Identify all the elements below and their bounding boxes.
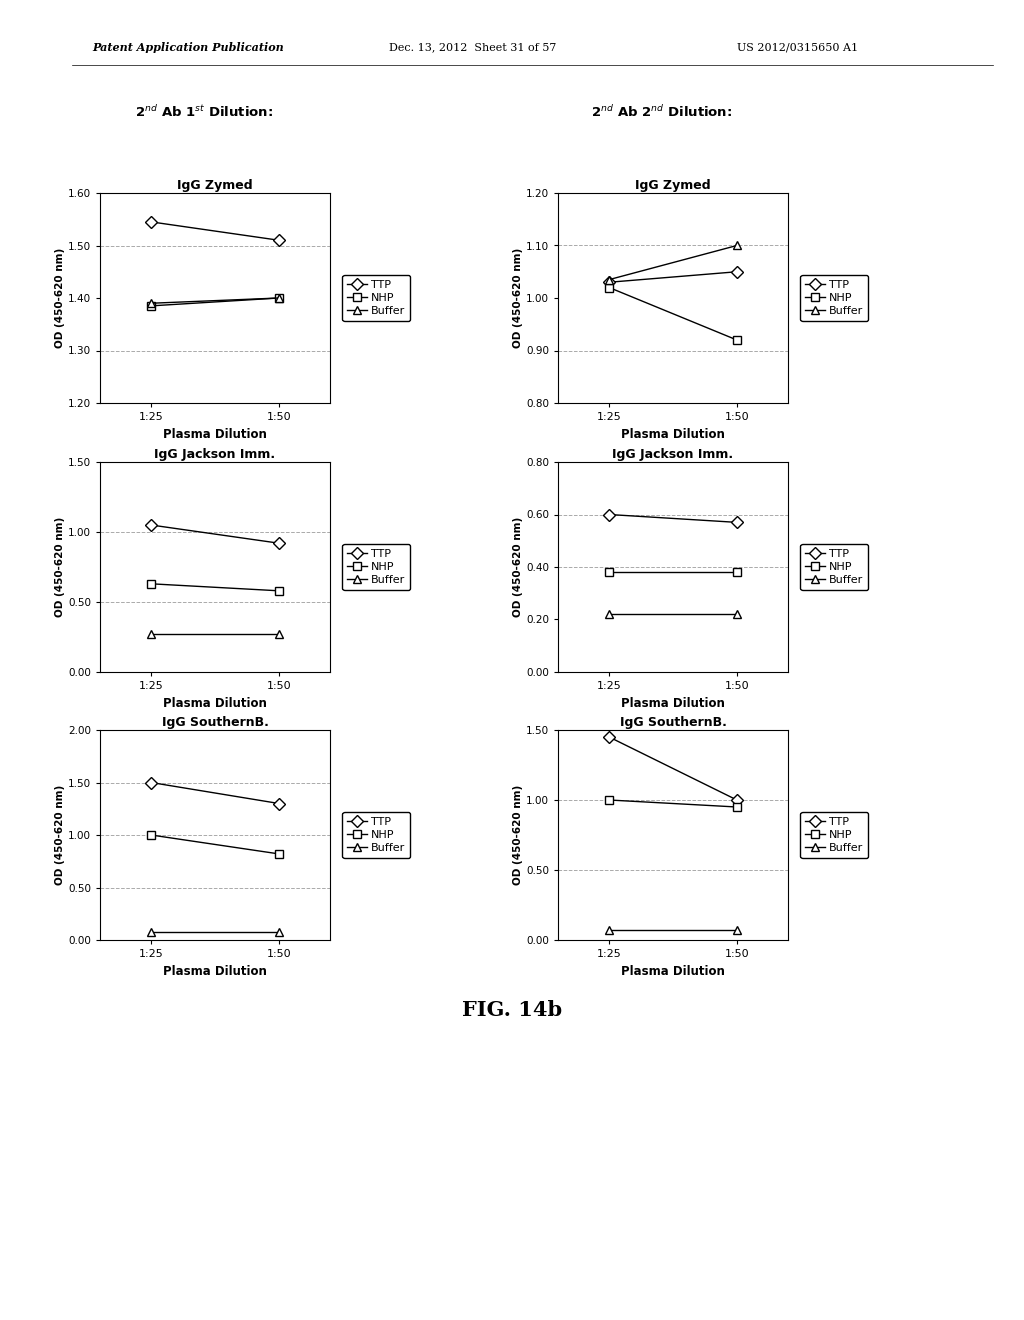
Buffer	[145, 924, 158, 940]
NHP	[145, 298, 158, 314]
Y-axis label: OD (450-620 nm): OD (450-620 nm)	[55, 517, 66, 618]
NHP	[272, 583, 285, 599]
Legend: TTP, NHP, Buffer: TTP, NHP, Buffer	[801, 812, 868, 858]
Line: TTP: TTP	[147, 779, 283, 808]
NHP	[603, 280, 615, 296]
X-axis label: Plasma Dilution: Plasma Dilution	[163, 428, 267, 441]
Line: NHP: NHP	[605, 568, 741, 577]
Legend: TTP, NHP, Buffer: TTP, NHP, Buffer	[342, 544, 410, 590]
Text: Dec. 13, 2012  Sheet 31 of 57: Dec. 13, 2012 Sheet 31 of 57	[389, 42, 556, 51]
Line: TTP: TTP	[147, 218, 283, 244]
TTP	[145, 517, 158, 533]
NHP	[603, 565, 615, 581]
Buffer	[731, 923, 743, 939]
Title: IgG Zymed: IgG Zymed	[635, 178, 711, 191]
TTP	[603, 729, 615, 744]
TTP	[145, 214, 158, 230]
Y-axis label: OD (450-620 nm): OD (450-620 nm)	[55, 785, 66, 886]
NHP	[731, 333, 743, 348]
Buffer	[731, 238, 743, 253]
Buffer	[272, 924, 285, 940]
Buffer	[272, 626, 285, 642]
NHP	[731, 799, 743, 814]
X-axis label: Plasma Dilution: Plasma Dilution	[163, 965, 267, 978]
Line: Buffer: Buffer	[605, 610, 741, 618]
TTP	[603, 507, 615, 523]
Buffer	[603, 923, 615, 939]
NHP	[731, 565, 743, 581]
Title: IgG SouthernB.: IgG SouthernB.	[620, 715, 726, 729]
Buffer	[145, 626, 158, 642]
Legend: TTP, NHP, Buffer: TTP, NHP, Buffer	[342, 276, 410, 321]
Title: IgG SouthernB.: IgG SouthernB.	[162, 715, 268, 729]
X-axis label: Plasma Dilution: Plasma Dilution	[622, 965, 725, 978]
Legend: TTP, NHP, Buffer: TTP, NHP, Buffer	[801, 544, 868, 590]
Line: TTP: TTP	[605, 511, 741, 527]
Y-axis label: OD (450-620 nm): OD (450-620 nm)	[513, 517, 523, 618]
NHP	[145, 828, 158, 843]
Buffer	[272, 290, 285, 306]
X-axis label: Plasma Dilution: Plasma Dilution	[163, 697, 267, 710]
TTP	[731, 515, 743, 531]
TTP	[731, 264, 743, 280]
TTP	[731, 792, 743, 808]
NHP	[272, 846, 285, 862]
Line: NHP: NHP	[605, 284, 741, 345]
Text: FIG. 14b: FIG. 14b	[462, 1001, 562, 1020]
TTP	[272, 796, 285, 812]
X-axis label: Plasma Dilution: Plasma Dilution	[622, 697, 725, 710]
Text: 2$^{nd}$ Ab 1$^{st}$ Dilution:: 2$^{nd}$ Ab 1$^{st}$ Dilution:	[134, 104, 272, 120]
Line: TTP: TTP	[605, 268, 741, 286]
Legend: TTP, NHP, Buffer: TTP, NHP, Buffer	[801, 276, 868, 321]
Line: NHP: NHP	[147, 294, 283, 310]
TTP	[603, 275, 615, 290]
Buffer	[603, 272, 615, 288]
Line: Buffer: Buffer	[147, 630, 283, 639]
Line: TTP: TTP	[605, 733, 741, 804]
Line: Buffer: Buffer	[147, 928, 283, 936]
Title: IgG Jackson Imm.: IgG Jackson Imm.	[612, 447, 733, 461]
Title: IgG Jackson Imm.: IgG Jackson Imm.	[155, 447, 275, 461]
Text: US 2012/0315650 A1: US 2012/0315650 A1	[737, 42, 858, 51]
Line: NHP: NHP	[147, 830, 283, 858]
Buffer	[731, 606, 743, 622]
Buffer	[603, 606, 615, 622]
NHP	[272, 290, 285, 306]
X-axis label: Plasma Dilution: Plasma Dilution	[622, 428, 725, 441]
Line: Buffer: Buffer	[605, 927, 741, 935]
Line: Buffer: Buffer	[147, 294, 283, 308]
Y-axis label: OD (450-620 nm): OD (450-620 nm)	[55, 248, 66, 348]
NHP	[145, 576, 158, 591]
Title: IgG Zymed: IgG Zymed	[177, 178, 253, 191]
TTP	[272, 232, 285, 248]
Line: NHP: NHP	[147, 579, 283, 595]
Line: TTP: TTP	[147, 521, 283, 548]
TTP	[272, 536, 285, 552]
NHP	[603, 792, 615, 808]
Y-axis label: OD (450-620 nm): OD (450-620 nm)	[513, 785, 523, 886]
Line: NHP: NHP	[605, 796, 741, 812]
Buffer	[145, 296, 158, 312]
Legend: TTP, NHP, Buffer: TTP, NHP, Buffer	[342, 812, 410, 858]
Text: Patent Application Publication: Patent Application Publication	[92, 42, 284, 53]
Text: 2$^{nd}$ Ab 2$^{nd}$ Dilution:: 2$^{nd}$ Ab 2$^{nd}$ Dilution:	[591, 104, 732, 120]
Y-axis label: OD (450-620 nm): OD (450-620 nm)	[513, 248, 523, 348]
TTP	[145, 775, 158, 791]
Line: Buffer: Buffer	[605, 242, 741, 284]
